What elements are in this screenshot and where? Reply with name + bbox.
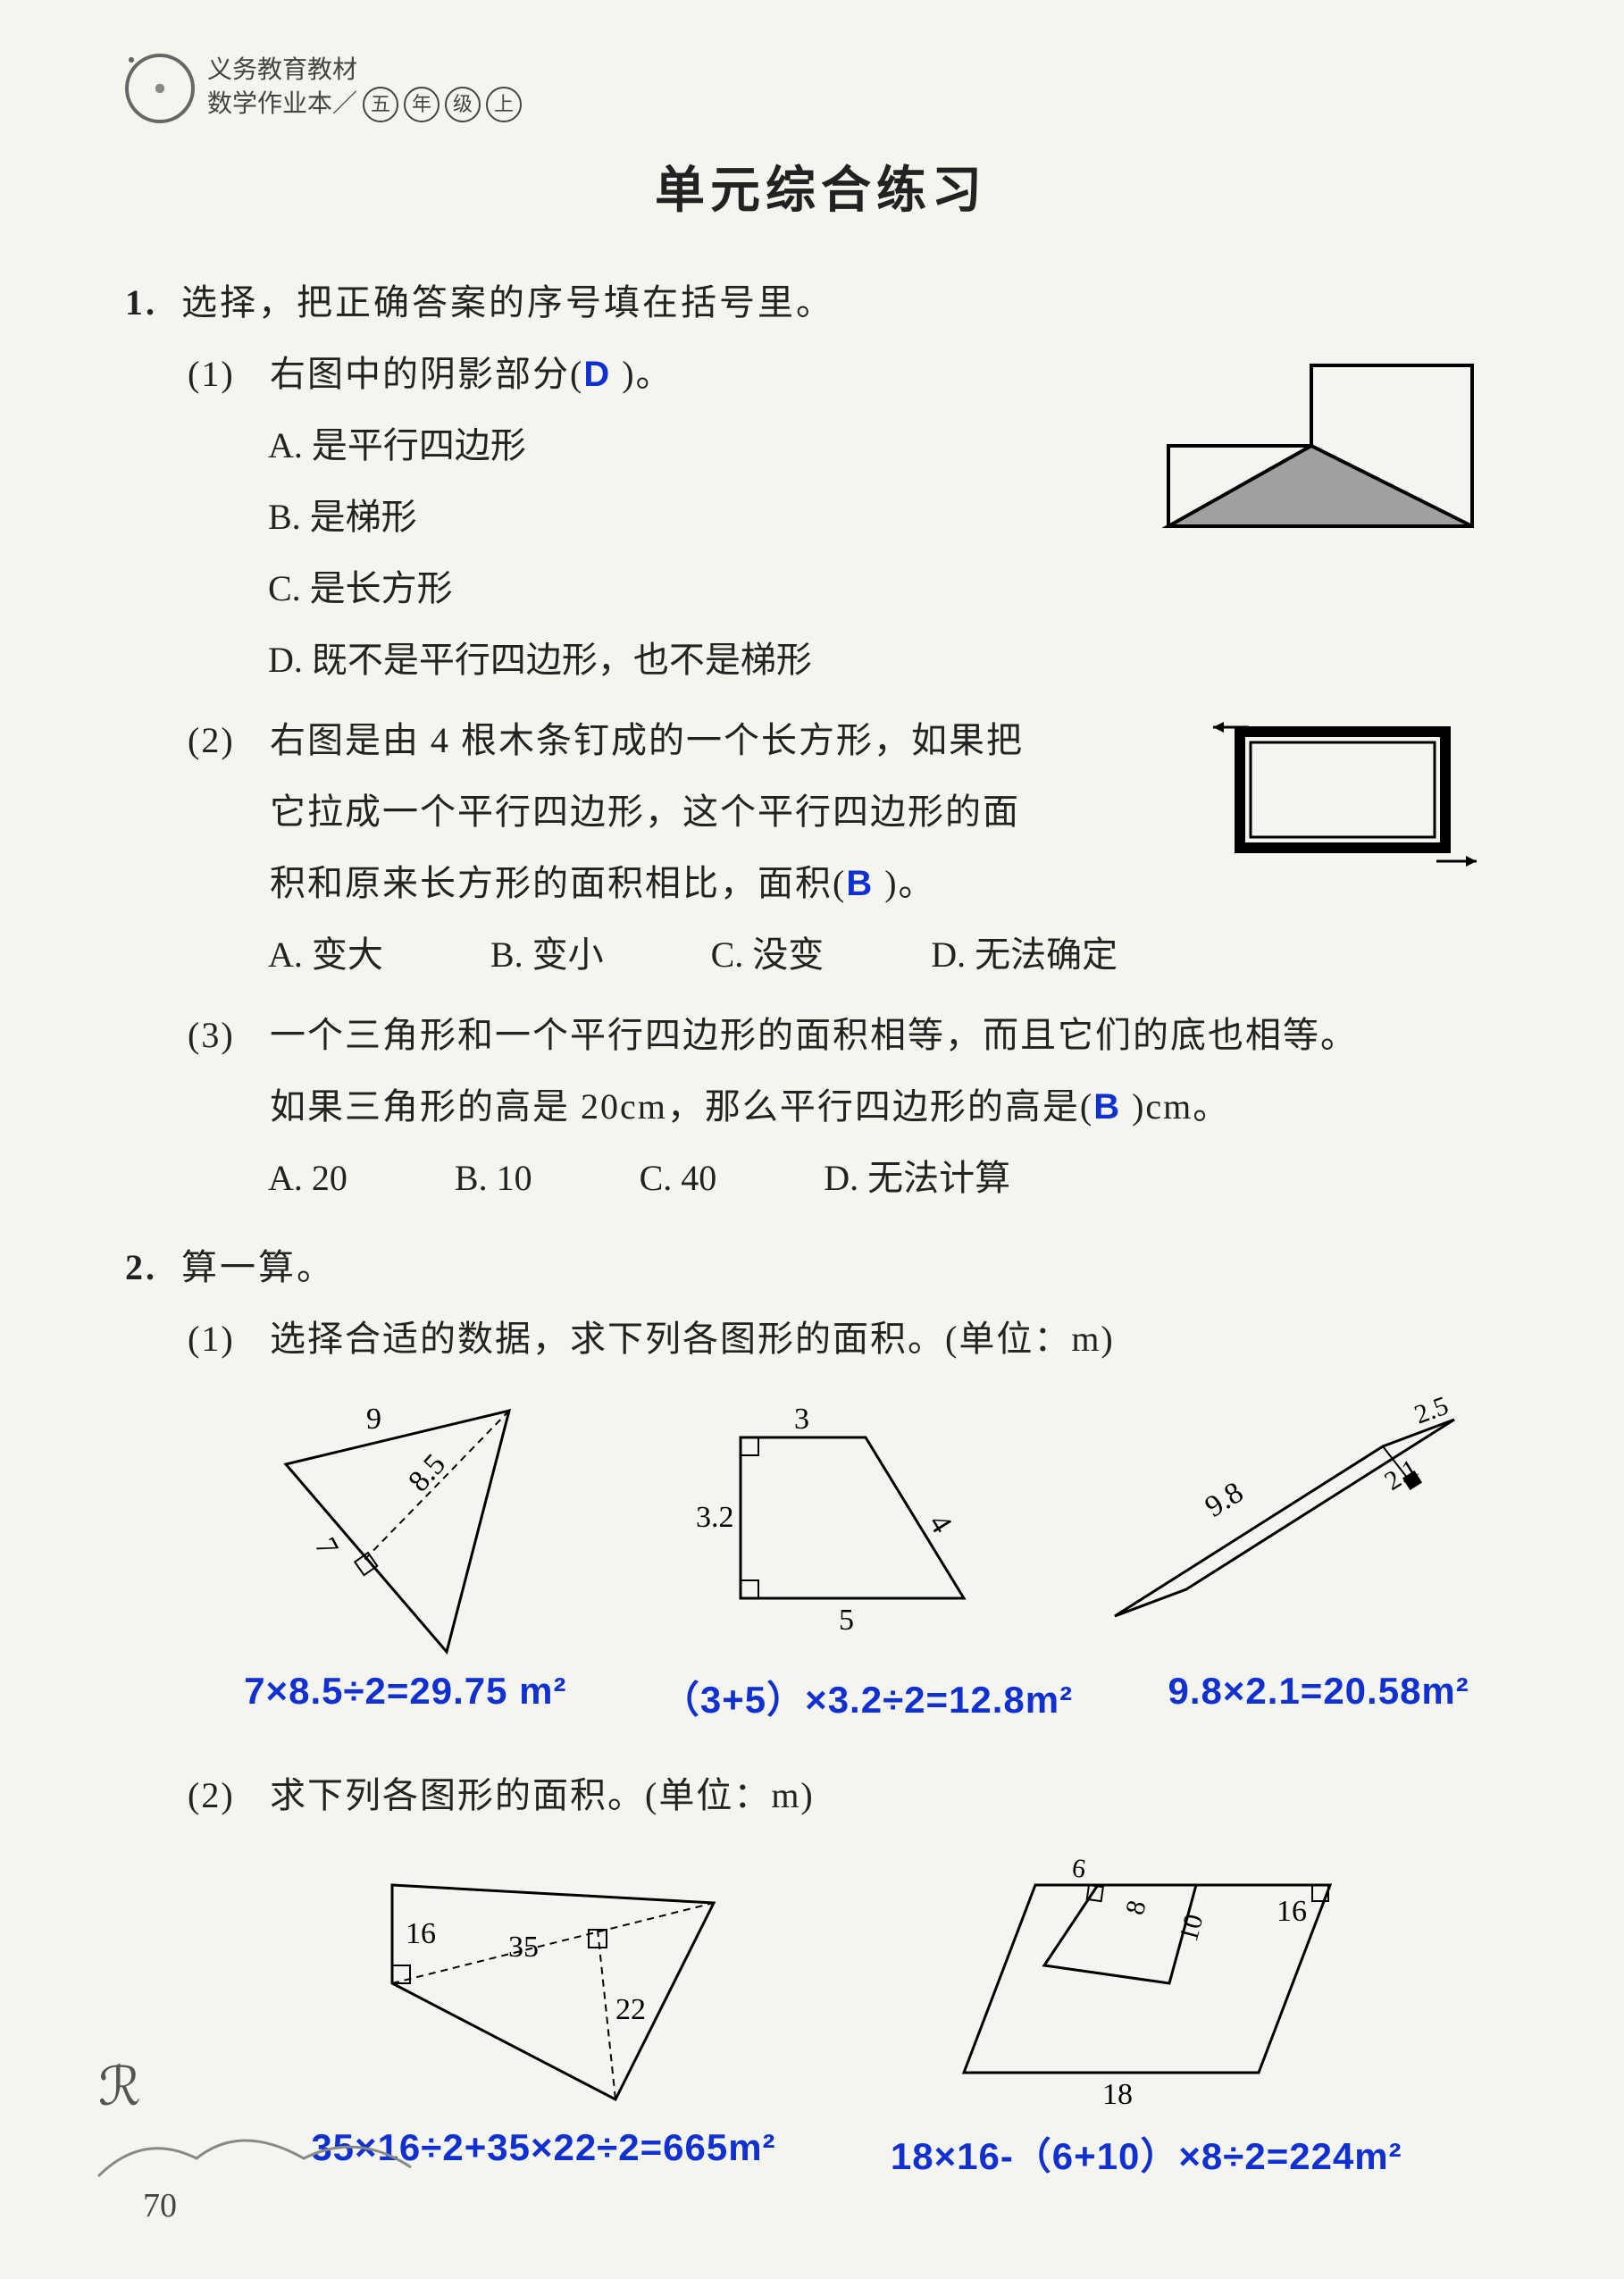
q1-sub3: (3) 一个三角形和一个平行四边形的面积相等，而且它们的底也相等。: [188, 1000, 1517, 1071]
q1-sub1: (1) 右图中的阴影部分(D )。: [188, 339, 1517, 410]
header-line1: 义务教育教材: [207, 54, 522, 87]
co-label-6: 6: [1070, 1853, 1087, 1884]
para-label-21: 2.1: [1380, 1454, 1424, 1496]
co-label-18: 18: [1102, 2078, 1133, 2111]
co-label-16: 16: [1277, 1895, 1307, 1928]
q1-sub1-D: D. 既不是平行四边形，也不是梯形: [268, 624, 1517, 696]
para-label-98: 9.8: [1200, 1476, 1250, 1524]
q2-sub1: (1) 选择合适的数据，求下列各图形的面积。(单位：m): [188, 1303, 1517, 1375]
trap-label-5: 5: [839, 1604, 854, 1637]
tri-label-9: 9: [366, 1403, 381, 1436]
co-label-10: 10: [1174, 1911, 1210, 1945]
q2-sub2-ans2: 18×16-（6+10）×8÷2=224m²: [891, 2126, 1402, 2181]
tri-label-85: 8.5: [402, 1448, 452, 1498]
q2-sub1-ans1: 7×8.5÷2=29.75 m²: [244, 1670, 566, 1724]
q1-sub1-post: )。: [611, 354, 673, 394]
q2-stem: 算一算。: [181, 1247, 335, 1287]
q1-sub3-l2: 如果三角形的高是 20cm，那么平行四边形的高是(B )cm。: [188, 1071, 1517, 1143]
q1-sub2-line3-pre: 积和原来长方形的面积相比，面积(: [270, 863, 846, 903]
ct-label-22: 22: [615, 1993, 646, 2026]
q1-sub3-num: (3): [188, 1000, 259, 1071]
q1-sub1-answer: D: [583, 355, 611, 394]
header: 义务教育教材 数学作业本／ 五 年 级 上: [125, 54, 1517, 123]
q1-sub2-line2: 它拉成一个平行四边形，这个平行四边形的面: [270, 792, 1020, 832]
header-line2: 数学作业本／ 五 年 级 上: [207, 87, 522, 122]
q1-sub3-line1: 一个三角形和一个平行四边形的面积相等，而且它们的底也相等。: [270, 1015, 1358, 1055]
trapezoid-figure: 3 3.2 4 5: [687, 1393, 1009, 1643]
q1: 1. 选择，把正确答案的序号填在括号里。: [125, 267, 1517, 339]
page: 义务教育教材 数学作业本／ 五 年 级 上 单元综合练习 1. 选择，把正确答案…: [0, 0, 1624, 2279]
cutout-figure: 6 8 10 16 18: [928, 1849, 1375, 2117]
q1-sub2-num: (2): [188, 705, 259, 776]
q1-sub3-line2-pre: 如果三角形的高是 20cm，那么平行四边形的高是(: [270, 1086, 1093, 1127]
q1-sub1-figure: [1159, 356, 1481, 577]
q2-sub1-figures: 9 8.5 7 3 3.2 4 5 9.8 2.1 2.5: [214, 1393, 1517, 1661]
tri-label-7: 7: [308, 1532, 345, 1561]
q1-sub3-C: C. 40: [640, 1143, 717, 1214]
q1-sub2-answer: B: [846, 864, 874, 903]
q1-sub2-l2: 它拉成一个平行四边形，这个平行四边形的面: [188, 776, 1517, 848]
header-text: 义务教育教材 数学作业本／ 五 年 级 上: [207, 54, 522, 122]
header-line2-pre: 数学作业本／: [207, 88, 357, 121]
q1-sub3-D: D. 无法计算: [824, 1143, 1010, 1214]
ct-label-16: 16: [406, 1917, 436, 1950]
q1-sub2: (2) 右图是由 4 根木条钉成的一个长方形，如果把: [188, 705, 1517, 776]
trap-label-32: 3.2: [696, 1501, 734, 1534]
q1-sub3-A: A. 20: [268, 1143, 347, 1214]
q2-sub2-text: 求下列各图形的面积。(单位：m): [270, 1775, 815, 1815]
q1-sub2-line1: 右图是由 4 根木条钉成的一个长方形，如果把: [270, 720, 1024, 760]
shaded-shape-figure: [1159, 356, 1481, 553]
q2-num: 2.: [125, 1232, 170, 1303]
q1-sub1-pre: 右图中的阴影部分(: [270, 354, 583, 394]
q1-sub3-line2-post: )cm。: [1121, 1086, 1230, 1127]
triangle-figure: 9 8.5 7: [259, 1393, 599, 1661]
q1-stem: 选择，把正确答案的序号填在括号里。: [181, 282, 834, 323]
q1-sub1-num: (1): [188, 339, 259, 410]
grade-char-3: 级: [445, 87, 481, 122]
trap-label-3: 3: [794, 1403, 809, 1436]
grade-char-2: 年: [404, 87, 439, 122]
q1-sub2-l3: 积和原来长方形的面积相比，面积(B )。: [188, 848, 1517, 919]
logo-icon: [125, 54, 195, 123]
q1-sub2-choices: A. 变大 B. 变小 C. 没变 D. 无法确定: [268, 919, 1517, 991]
q2-sub1-ans2: （3+5）×3.2÷2=12.8m²: [662, 1670, 1073, 1724]
q1-sub3-choices: A. 20 B. 10 C. 40 D. 无法计算: [268, 1143, 1517, 1214]
volume-char: 上: [486, 87, 522, 122]
q2-sub1-answers: 7×8.5÷2=29.75 m² （3+5）×3.2÷2=12.8m² 9.8×…: [197, 1670, 1517, 1724]
q1-sub2-B: B. 变小: [490, 919, 604, 991]
q2-sub2-num: (2): [188, 1760, 259, 1831]
q1-sub2-line3-post: )。: [874, 863, 935, 903]
q1-sub2-C: C. 没变: [711, 919, 825, 991]
trap-label-4: 4: [922, 1509, 958, 1539]
q2-sub1-num: (1): [188, 1303, 259, 1375]
q2-sub1-ans3: 9.8×2.1=20.58m²: [1168, 1670, 1469, 1724]
co-label-8: 8: [1120, 1898, 1152, 1918]
q2-sub2: (2) 求下列各图形的面积。(单位：m): [188, 1760, 1517, 1831]
q2: 2. 算一算。: [125, 1232, 1517, 1303]
cloud-deco-icon: ℛ: [89, 2060, 447, 2203]
q1-sub3-answer: B: [1093, 1087, 1121, 1127]
parallelogram-figure: 9.8 2.1 2.5: [1097, 1393, 1472, 1643]
q1-sub2-D: D. 无法确定: [931, 919, 1118, 991]
grade-char-1: 五: [363, 87, 398, 122]
page-title: 单元综合练习: [125, 150, 1517, 222]
page-number: 70: [143, 2186, 177, 2225]
svg-text:ℛ: ℛ: [98, 2060, 141, 2116]
ct-label-35: 35: [508, 1931, 539, 1964]
q2-sub1-text: 选择合适的数据，求下列各图形的面积。(单位：m): [270, 1319, 1115, 1359]
q1-num: 1.: [125, 267, 170, 339]
q1-sub3-B: B. 10: [455, 1143, 532, 1214]
q1-sub2-A: A. 变大: [268, 919, 383, 991]
